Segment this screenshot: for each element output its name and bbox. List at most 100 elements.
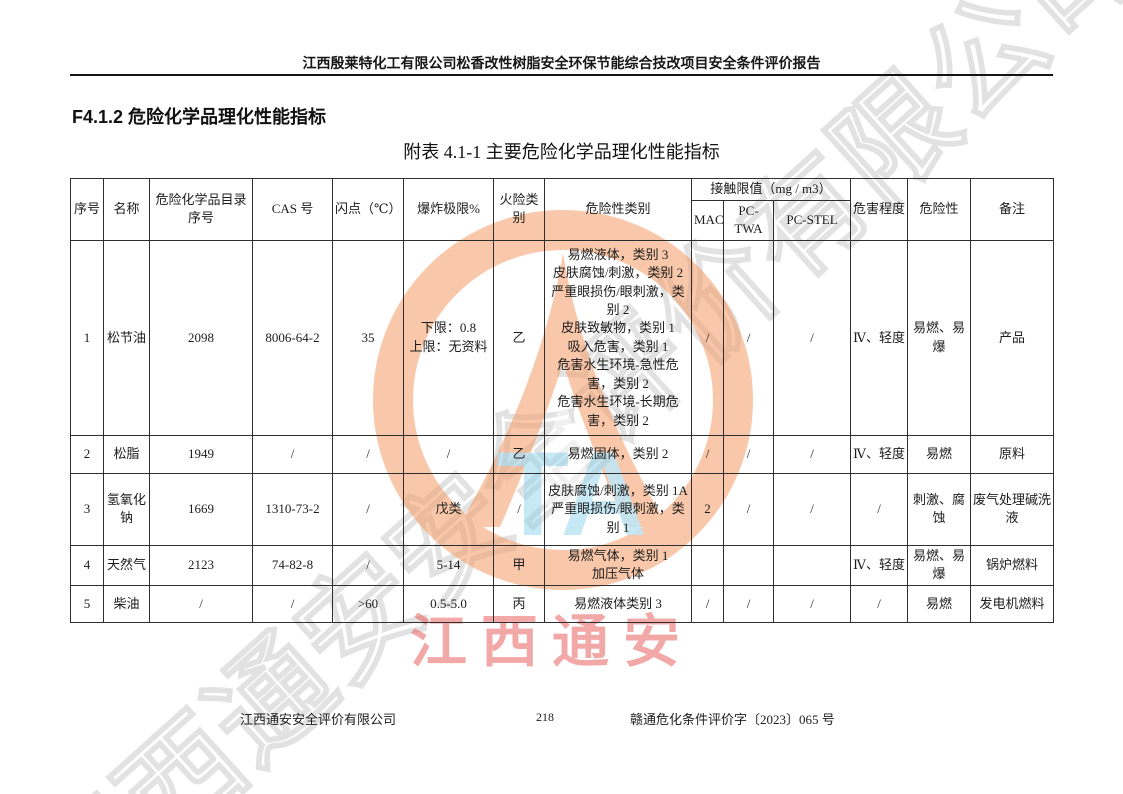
cell-remark: 废气处理碱洗液 (970, 472, 1055, 546)
cell-remark: 原料 (970, 434, 1055, 474)
header-row-2: MAC PC-TWA PC-STEL (71, 200, 1054, 241)
cell-remark: 产品 (970, 239, 1055, 436)
cell-flash-point: / (332, 472, 404, 546)
cell-name: 天然气 (103, 544, 150, 586)
cell-pc-stel: / (772, 584, 852, 623)
page-header-title: 江西殷莱特化工有限公司松香改性树脂安全环保节能综合技改项目安全条件评价报告 (302, 57, 821, 72)
footer-company-name: 江西通安安全评价有限公司 (240, 712, 397, 727)
cell-mac: 2 (691, 472, 724, 546)
cell-explosive-limit: 下限：0.8 上限：无资料 (403, 239, 494, 436)
cell-catalog-no: 2098 (149, 239, 253, 436)
col-header-explosive-limit: 爆炸极限% (403, 178, 494, 241)
cell-seq: 4 (70, 544, 104, 586)
cell-hazard-class: 易燃液体，类别 3 皮肤腐蚀/刺激，类别 2 严重眼损伤/眼刺激，类别 2 皮肤… (544, 239, 692, 436)
cell-remark: 锅炉燃料 (970, 544, 1055, 586)
cell-hazard-class: 皮肤腐蚀/刺激，类别 1A 严重眼损伤/眼刺激，类别 1 (544, 472, 692, 546)
cell-catalog-no: 1669 (149, 472, 253, 546)
cell-pc-stel: / (772, 472, 852, 546)
cell-fire-class: 丙 (493, 584, 545, 623)
cell-explosive-limit: 5-14 (403, 544, 494, 586)
col-header-fire-class: 火险类别 (493, 178, 545, 241)
cell-pc-stel: / (772, 239, 852, 436)
cell-mac: / (691, 584, 724, 623)
cell-hazard: 易燃 (907, 434, 972, 474)
col-header-hazard: 危险性 (907, 178, 972, 241)
col-header-pc-twa: PC-TWA (723, 200, 774, 241)
cell-fire-class: 乙 (493, 434, 545, 474)
cell-seq: 2 (70, 434, 104, 474)
cell-mac: / (691, 434, 724, 474)
cell-pc-stel (772, 544, 852, 586)
cell-pc-twa: / (723, 239, 774, 436)
header-row-1: 序号 名称 危险化学品目录序号 CAS 号 闪点（℃） 爆炸极限% 火险类别 危… (70, 178, 1055, 241)
cell-cas: / (252, 584, 333, 623)
header-rule (70, 74, 1053, 76)
footer-page-number: 218 (536, 710, 554, 724)
table-row: 4 天然气 2123 74-82-8 / 5-14 甲 易燃气体，类别 1 加压… (70, 544, 1055, 586)
col-header-exposure-limit-group: 接触限值（mg / m3） (690, 178, 852, 201)
cell-pc-twa (723, 544, 774, 586)
cell-hazard-class: 易燃固体，类别 2 (544, 434, 692, 474)
col-header-pc-stel: PC-STEL (772, 200, 852, 241)
cell-cas: 8006-64-2 (252, 239, 333, 436)
col-header-name: 名称 (103, 178, 150, 241)
cell-explosive-limit: 戊类 (403, 472, 494, 546)
col-header-flash-point: 闪点（℃） (332, 178, 404, 241)
cell-seq: 1 (70, 239, 104, 436)
cell-pc-twa: / (723, 584, 774, 623)
hazard-chemicals-table: 序号 名称 危险化学品目录序号 CAS 号 闪点（℃） 爆炸极限% 火险类别 危… (70, 178, 1055, 623)
cell-hazard: 刺激、腐蚀 (907, 472, 972, 546)
cell-catalog-no: 1949 (149, 434, 253, 474)
footer-cert-number: 赣通危化条件评价字〔2023〕065 号 (630, 712, 835, 727)
col-header-seq: 序号 (70, 178, 104, 241)
cell-hazard-degree: / (850, 472, 909, 546)
cell-hazard: 易燃、易爆 (907, 239, 972, 436)
cell-mac: / (691, 239, 724, 436)
cell-name: 松节油 (103, 239, 150, 436)
cell-flash-point: / (332, 434, 404, 474)
cell-pc-twa: / (723, 434, 774, 474)
table-row: 3 氢氧化钠 1669 1310-73-2 / 戊类 / 皮肤腐蚀/刺激，类别 … (70, 472, 1055, 546)
cell-catalog-no: / (149, 584, 253, 623)
cell-hazard: 易燃 (907, 584, 972, 623)
col-header-cas: CAS 号 (252, 178, 333, 241)
cell-pc-stel: / (772, 434, 852, 474)
col-header-catalog-no: 危险化学品目录序号 (149, 178, 253, 241)
col-header-mac: MAC (691, 200, 724, 241)
cell-hazard-degree: Ⅳ、轻度 (850, 434, 909, 474)
cell-seq: 5 (70, 584, 104, 623)
cell-name: 氢氧化钠 (103, 472, 150, 546)
cell-cas: / (252, 434, 333, 474)
cell-seq: 3 (70, 472, 104, 546)
col-header-hazard-class: 危险性类别 (544, 178, 692, 241)
cell-name: 松脂 (103, 434, 150, 474)
col-header-remark: 备注 (970, 178, 1055, 241)
cell-hazard: 易燃、易爆 (907, 544, 972, 586)
cell-cas: 1310-73-2 (252, 472, 333, 546)
cell-name: 柴油 (103, 584, 150, 623)
cell-explosive-limit: / (403, 434, 494, 474)
cell-hazard-class: 易燃气体，类别 1 加压气体 (544, 544, 692, 586)
cell-flash-point: >60 (332, 584, 404, 623)
cell-fire-class: 甲 (493, 544, 545, 586)
table-row: 5 柴油 / / >60 0.5-5.0 丙 易燃液体类别 3 / / / / … (70, 584, 1055, 623)
cell-hazard-class: 易燃液体类别 3 (544, 584, 692, 623)
cell-catalog-no: 2123 (149, 544, 253, 586)
cell-mac (691, 544, 724, 586)
cell-explosive-limit: 0.5-5.0 (403, 584, 494, 623)
cell-hazard-degree: Ⅳ、轻度 (850, 239, 909, 436)
table-row: 2 松脂 1949 / / / 乙 易燃固体，类别 2 / / / Ⅳ、轻度 易… (70, 434, 1055, 474)
cell-hazard-degree: Ⅳ、轻度 (850, 544, 909, 586)
cell-flash-point: / (332, 544, 404, 586)
cell-cas: 74-82-8 (252, 544, 333, 586)
table-title: 附表 4.1-1 主要危险化学品理化性能指标 (403, 142, 720, 162)
cell-fire-class: 乙 (493, 239, 545, 436)
col-header-hazard-degree: 危害程度 (850, 178, 909, 241)
cell-pc-twa: / (723, 472, 774, 546)
cell-fire-class: / (493, 472, 545, 546)
cell-flash-point: 35 (332, 239, 404, 436)
cell-remark: 发电机燃料 (970, 584, 1055, 623)
table-row: 1 松节油 2098 8006-64-2 35 下限：0.8 上限：无资料 乙 … (70, 239, 1055, 436)
